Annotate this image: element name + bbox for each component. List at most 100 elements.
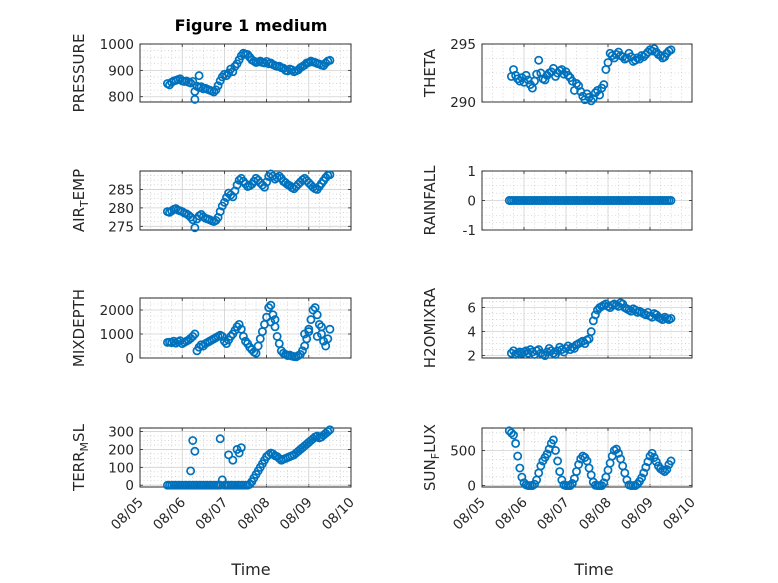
data-point <box>534 55 544 65</box>
data-point <box>274 171 284 181</box>
data-point <box>228 455 238 465</box>
axes-1: 290 295 THETA <box>421 37 693 111</box>
y-tick-label: 0 <box>125 478 134 494</box>
x-tick-label: 08/05 <box>450 495 489 534</box>
data-point <box>586 96 596 106</box>
data-point <box>215 207 225 217</box>
data-point <box>557 345 567 355</box>
data-point <box>194 71 204 81</box>
data-point <box>649 453 659 462</box>
data-point <box>506 348 516 358</box>
plot-frame <box>139 427 352 488</box>
data-point <box>228 67 238 77</box>
y-axis-label: PRESSURE <box>70 34 88 113</box>
axes-7: 0 500 08/05 08/06 08/07 08/08 08/09 08/10 SUNFLU… <box>421 424 699 533</box>
data-point <box>234 448 244 458</box>
data-point <box>521 70 531 80</box>
x-axis-label-right: Time <box>573 560 613 579</box>
data-point <box>234 175 244 185</box>
data-point <box>517 472 527 482</box>
y-tick-label: 275 <box>108 219 134 235</box>
y-tick-label: 1000 <box>100 327 134 343</box>
data-point <box>660 467 670 476</box>
data-point <box>506 428 516 438</box>
plot-frame <box>139 43 352 103</box>
plot-frame <box>481 170 693 231</box>
y-tick-label: 280 <box>108 201 134 217</box>
y-tick-label: 0 <box>467 194 476 210</box>
data-point <box>572 78 581 88</box>
data-point <box>532 69 542 79</box>
data-point <box>274 453 284 463</box>
data-point <box>565 345 575 355</box>
data-point <box>540 75 550 85</box>
data-point <box>515 463 525 473</box>
axes-3: -1 0 1 RAINFALL <box>421 164 693 239</box>
axes-5: 2 4 6 H2OMIXRA <box>421 287 693 368</box>
data-point <box>574 460 584 469</box>
data-point <box>266 169 276 179</box>
y-tick-label: 4 <box>467 325 476 341</box>
x-tick-label: 08/09 <box>618 495 657 534</box>
data-point <box>304 327 314 337</box>
data-point <box>215 480 225 490</box>
figure-title: Figure 1 medium <box>175 16 328 35</box>
data-point <box>553 456 563 466</box>
data-point <box>188 215 198 225</box>
data-point <box>211 85 221 95</box>
y-axis-label: MIXDEPTH <box>70 289 88 367</box>
data-point <box>317 322 326 332</box>
plot-area <box>481 297 693 359</box>
y-tick-label: 6 <box>467 301 476 317</box>
y-tick-label: 295 <box>450 37 476 53</box>
data-point <box>217 331 227 341</box>
data-point <box>548 435 558 445</box>
data-point <box>590 310 600 320</box>
data-point <box>509 430 518 440</box>
data-point <box>217 475 227 485</box>
data-point <box>666 313 676 323</box>
y-axis-label: AIRTEMP <box>70 169 91 232</box>
axes-2: 275 280 285 AIRTEMP <box>70 169 352 235</box>
data-point <box>306 315 316 325</box>
plot-frame <box>139 170 352 231</box>
data-point <box>312 310 322 320</box>
data-point <box>651 457 661 467</box>
y-axis-label: SUNFLUX <box>421 424 442 491</box>
data-point <box>314 319 324 329</box>
plot-frame <box>481 297 693 359</box>
x-tick-label: 08/10 <box>660 495 699 534</box>
data-point <box>567 479 577 488</box>
data-point <box>194 342 204 352</box>
data-point <box>190 94 200 104</box>
x-tick-label: 08/06 <box>150 495 189 534</box>
plot-frame <box>139 297 352 359</box>
data-point <box>611 444 621 454</box>
data-point <box>542 449 552 459</box>
data-point <box>323 334 333 344</box>
data-point <box>603 58 613 68</box>
y-tick-label: 285 <box>108 182 134 198</box>
data-point <box>209 87 219 97</box>
data-point <box>188 331 198 341</box>
y-tick-label: 290 <box>450 95 476 111</box>
data-point <box>232 180 242 190</box>
data-point <box>188 436 198 445</box>
data-point <box>551 446 560 455</box>
data-point <box>622 475 632 485</box>
data-point <box>219 197 229 207</box>
x-tick-label: 08/09 <box>277 495 316 534</box>
x-tick-label: 08/07 <box>192 495 231 534</box>
data-point <box>557 475 567 485</box>
y-tick-label: 500 <box>450 443 476 459</box>
y-tick-label: 300 <box>108 425 134 441</box>
x-tick-label: 08/05 <box>108 495 147 534</box>
y-axis-label: H2OMIXRA <box>421 287 439 368</box>
x-tick-label: 08/10 <box>319 495 358 534</box>
data-point <box>599 478 609 488</box>
data-point <box>630 55 640 65</box>
data-point <box>513 451 523 461</box>
data-point <box>287 65 297 75</box>
data-point <box>226 331 236 341</box>
